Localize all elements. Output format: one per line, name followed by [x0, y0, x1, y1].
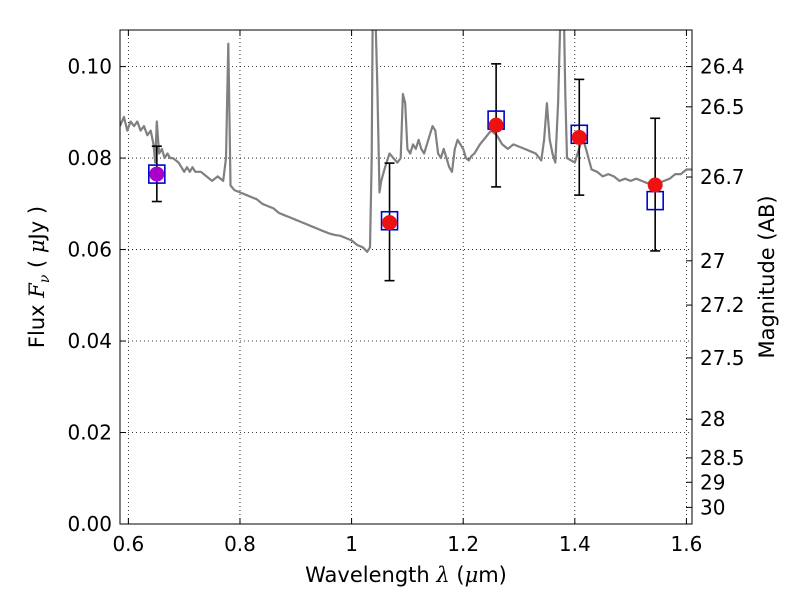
- magnitude-tick-label: 27.5: [700, 346, 745, 370]
- x-tick-label: 1.6: [671, 532, 703, 556]
- y-axis-label: Flux Fν ( μJy ): [25, 206, 53, 348]
- x-tick-label: 0.8: [224, 532, 256, 556]
- observed-point: [647, 177, 663, 193]
- y-tick-label: 0.08: [67, 146, 112, 170]
- x-tick-label: 1.4: [559, 532, 591, 556]
- observed-point: [571, 129, 587, 145]
- x-tick-label: 1: [345, 532, 358, 556]
- magnitude-tick-label: 27.2: [700, 293, 745, 317]
- y-tick-label: 0.02: [67, 421, 112, 445]
- observed-point: [382, 215, 398, 231]
- tick-labels: 0.6 0.8 1 1.2 1.4 1.6 0.00 0.02 0.04 0.06 0.08 0.10…: [67, 55, 744, 556]
- magnitude-tick-label: 28: [700, 407, 725, 431]
- plot-frame: [119, 29, 693, 525]
- x-tick-label: 1.2: [447, 532, 479, 556]
- magnitude-tick-label: 29: [700, 470, 725, 494]
- x-axis-label: Wavelength λ (μm): [305, 563, 507, 587]
- magnitude-tick-label: 28.5: [700, 446, 745, 470]
- y-tick-label: 0.00: [67, 512, 112, 536]
- model-spectrum-line: [120, 30, 692, 253]
- magnitude-tick-label: 30: [700, 495, 725, 519]
- observed-point: [149, 166, 165, 182]
- observed-point: [488, 117, 504, 133]
- model-point-square: [148, 164, 166, 184]
- x-tick-label: 0.6: [112, 532, 144, 556]
- secondary-y-axis-label: Magnitude (AB): [755, 195, 779, 358]
- y-tick-label: 0.04: [67, 329, 112, 353]
- y-tick-label: 0.06: [67, 238, 112, 262]
- magnitude-tick-label: 26.5: [700, 95, 745, 119]
- observed-photometry-points: [149, 117, 663, 231]
- magnitude-tick-label: 27: [700, 249, 725, 273]
- axis-ticks: [120, 30, 692, 525]
- magnitude-tick-label: 26.7: [700, 165, 745, 189]
- magnitude-tick-label: 26.4: [700, 55, 745, 79]
- y-tick-label: 0.10: [67, 55, 112, 79]
